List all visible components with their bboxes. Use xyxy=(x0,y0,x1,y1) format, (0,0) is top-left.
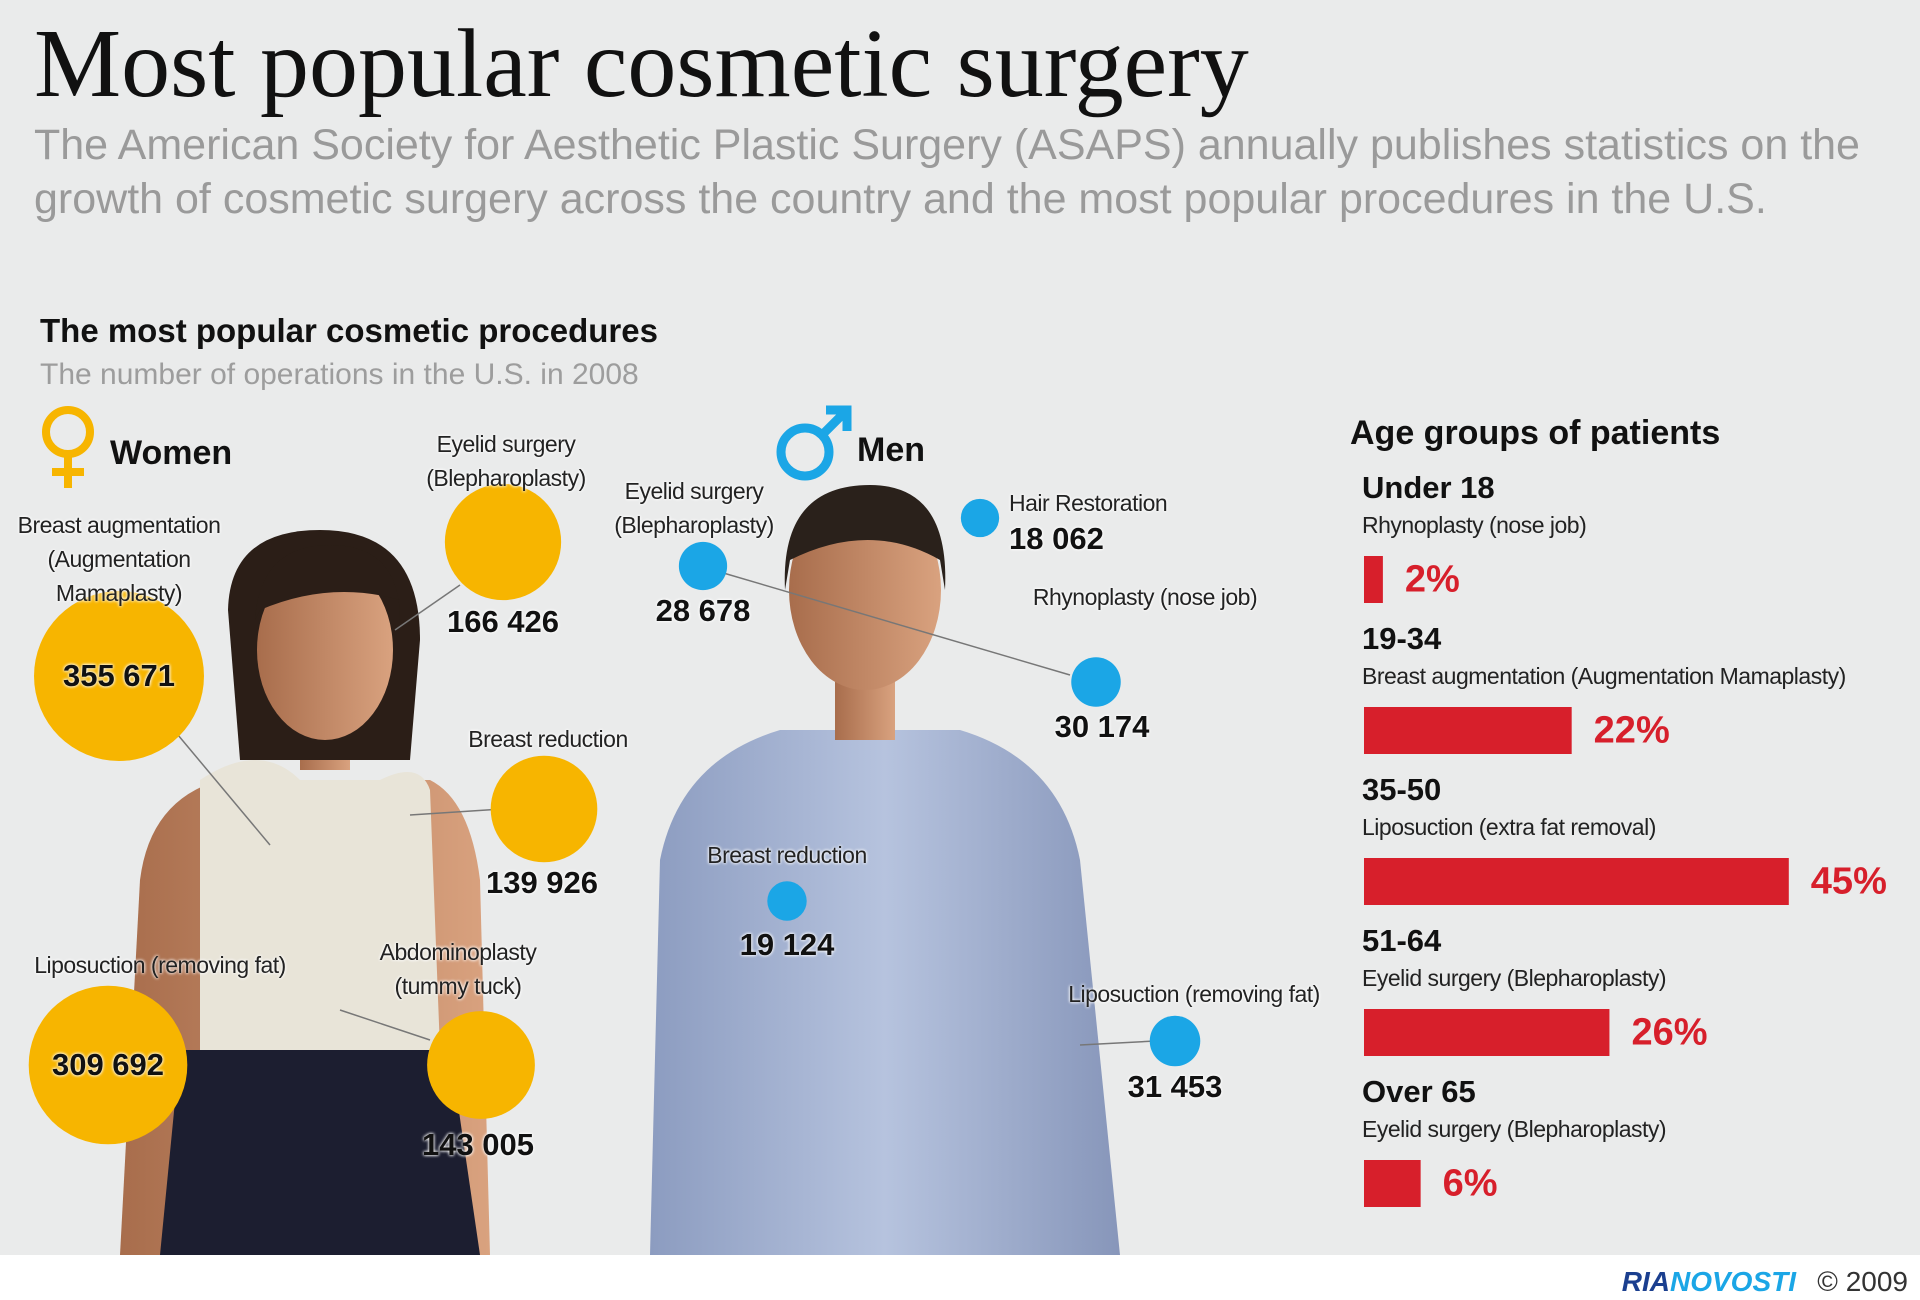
section-title: The most popular cosmetic procedures xyxy=(40,312,658,349)
value-label: 143 005 xyxy=(421,1127,535,1162)
female-icon xyxy=(42,406,94,488)
bar xyxy=(1364,858,1789,905)
bubble-label: Eyelid surgery (Blepharoplasty) xyxy=(614,478,774,538)
bubble xyxy=(444,483,562,601)
brand: RIANOVOSTI xyxy=(1622,1266,1796,1298)
bubble xyxy=(960,498,1000,538)
connector-lines xyxy=(177,571,1156,1046)
bubble-label: Abdominoplasty (tummy tuck) xyxy=(379,939,537,999)
man-figure xyxy=(650,485,1120,1255)
bubble-label: Eyelid surgery (Blepharoplasty) xyxy=(426,431,586,491)
copyright: © 2009 xyxy=(1817,1266,1908,1297)
group-label: 51-64 xyxy=(1362,923,1442,958)
bubble xyxy=(767,881,807,921)
men-title: Men xyxy=(857,431,925,469)
title: Most popular cosmetic surgery xyxy=(34,10,1249,118)
procedure-label: Rhynoplasty (nose job) xyxy=(1362,512,1587,538)
value-label: 45% xyxy=(1810,860,1887,903)
value-label: 26% xyxy=(1631,1011,1708,1054)
brand-part: NOVOSTI xyxy=(1669,1266,1796,1297)
group-label: Under 18 xyxy=(1362,470,1495,505)
value-label: 6% xyxy=(1442,1162,1498,1205)
bubble xyxy=(1071,657,1121,707)
bubble xyxy=(490,755,598,863)
bubble-label: Rhynoplasty (nose job) xyxy=(1032,584,1258,610)
value-label: 355 671 xyxy=(62,658,176,693)
bar xyxy=(1364,1009,1610,1056)
women-title: Women xyxy=(110,434,233,472)
value-label: 18 062 xyxy=(1009,521,1104,556)
bubble xyxy=(1149,1015,1201,1067)
value-label: 30 174 xyxy=(1054,709,1150,744)
value-label: 19 124 xyxy=(739,927,835,962)
value-label: 139 926 xyxy=(485,865,599,900)
bubble-label: Breast reduction xyxy=(468,726,628,752)
age-title: Age groups of patients xyxy=(1350,414,1721,452)
bubble-label: Liposuction (removing fat) xyxy=(34,952,286,978)
bubble xyxy=(28,985,188,1145)
procedure-label: Breast augmentation (Augmentation Mamapl… xyxy=(1362,663,1846,689)
value-label: 309 692 xyxy=(51,1047,165,1082)
footer xyxy=(0,1255,1920,1300)
bar xyxy=(1364,1160,1421,1207)
value-label: 166 426 xyxy=(446,604,560,639)
bubble xyxy=(34,591,204,761)
bubble-label: Breast augmentation (Augmentation Mamapl… xyxy=(17,512,221,606)
procedure-label: Eyelid surgery (Blepharoplasty) xyxy=(1362,965,1667,991)
bubble-label: Liposuction (removing fat) xyxy=(1068,981,1320,1007)
description: The American Society for Aesthetic Plast… xyxy=(34,121,1860,223)
value-label: 28 678 xyxy=(655,593,751,628)
value-label: 31 453 xyxy=(1127,1069,1223,1104)
group-label: 19-34 xyxy=(1362,621,1442,656)
value-label: 22% xyxy=(1593,709,1670,752)
group-label: 35-50 xyxy=(1362,772,1442,807)
bubble xyxy=(427,1011,535,1119)
bar xyxy=(1364,707,1572,754)
brand-part: RIA xyxy=(1621,1266,1670,1297)
procedure-label: Eyelid surgery (Blepharoplasty) xyxy=(1362,1116,1667,1142)
section-subtitle: The number of operations in the U.S. in … xyxy=(40,358,639,391)
bubble-label: Breast reduction xyxy=(707,842,867,868)
value-label: 2% xyxy=(1404,558,1460,601)
male-icon xyxy=(776,405,852,481)
procedure-label: Liposuction (extra fat removal) xyxy=(1362,814,1656,840)
bubble xyxy=(678,541,728,591)
bar xyxy=(1364,556,1383,603)
bubble-label: Hair Restoration xyxy=(1009,490,1168,516)
group-label: Over 65 xyxy=(1362,1074,1476,1109)
